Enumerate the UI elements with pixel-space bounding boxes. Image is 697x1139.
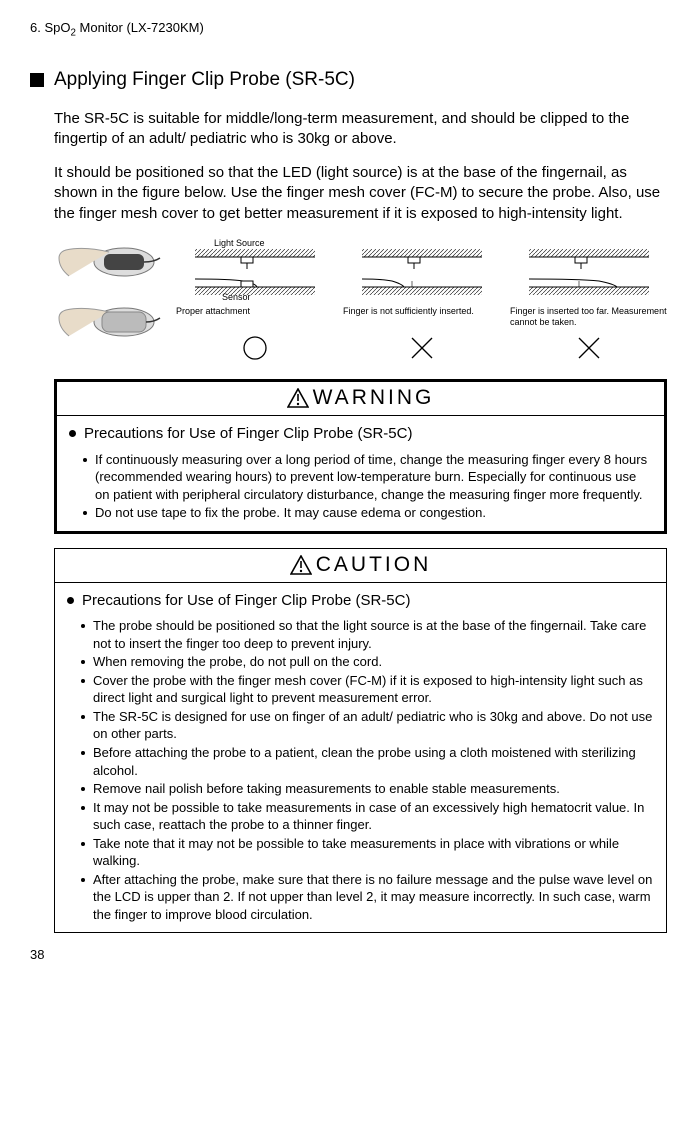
warning-item-text: Do not use tape to fix the probe. It may… <box>95 504 486 522</box>
warning-item-text: If continuously measuring over a long pe… <box>95 451 652 504</box>
caution-item-text: Cover the probe with the finger mesh cov… <box>93 672 654 707</box>
caption-too-far: Finger is inserted too far. Measurement … <box>510 306 667 328</box>
probe-photo-1 <box>54 238 164 286</box>
page: 6. SpO2 Monitor (LX-7230KM) Applying Fin… <box>0 0 697 982</box>
diagram-proper <box>185 249 325 295</box>
tiny-dot-icon <box>81 660 85 664</box>
caution-item: It may not be possible to take measureme… <box>81 799 654 834</box>
caution-box: CAUTION Precautions for Use of Finger Cl… <box>54 548 667 934</box>
caution-item: The SR-5C is designed for use on finger … <box>81 708 654 743</box>
caution-triangle-icon <box>290 555 312 575</box>
marker-row <box>176 335 667 361</box>
caution-item-text: Take note that it may not be possible to… <box>93 835 654 870</box>
warning-item: If continuously measuring over a long pe… <box>83 451 652 504</box>
caution-title: CAUTION <box>316 553 432 577</box>
caution-title-row: CAUTION <box>55 549 666 583</box>
warning-triangle-icon <box>287 388 309 408</box>
caution-item-text: When removing the probe, do not pull on … <box>93 653 382 671</box>
caution-item: Before attaching the probe to a patient,… <box>81 744 654 779</box>
caution-item-text: It may not be possible to take measureme… <box>93 799 654 834</box>
warning-body: Precautions for Use of Finger Clip Probe… <box>57 416 664 530</box>
ok-mark-icon <box>242 335 268 361</box>
warning-title-row: WARNING <box>57 382 664 416</box>
probe-photos <box>54 238 164 346</box>
chapter-prefix: 6. SpO <box>30 20 70 35</box>
warning-item: Do not use tape to fix the probe. It may… <box>83 504 652 522</box>
caution-item: When removing the probe, do not pull on … <box>81 653 654 671</box>
warning-title: WARNING <box>313 386 435 410</box>
tiny-dot-icon <box>83 511 87 515</box>
paragraph-2: It should be positioned so that the LED … <box>54 163 667 224</box>
caution-item-text: After attaching the probe, make sure tha… <box>93 871 654 924</box>
bullet-dot-icon <box>67 597 74 604</box>
tiny-dot-icon <box>81 751 85 755</box>
caution-item-text: Before attaching the probe to a patient,… <box>93 744 654 779</box>
tiny-dot-icon <box>81 806 85 810</box>
figure-row: Light Source <box>54 238 667 362</box>
chapter-header: 6. SpO2 Monitor (LX-7230KM) <box>30 20 667 39</box>
caution-item: The probe should be positioned so that t… <box>81 617 654 652</box>
page-number: 38 <box>30 947 667 962</box>
warning-box: WARNING Precautions for Use of Finger Cl… <box>54 379 667 533</box>
warning-lead: Precautions for Use of Finger Clip Probe… <box>69 424 652 444</box>
ng-mark-icon <box>409 335 435 361</box>
diagram-captions: Proper attachment Finger is not sufficie… <box>176 306 667 328</box>
probe-photo-2 <box>54 298 164 346</box>
tiny-dot-icon <box>81 787 85 791</box>
caution-lead-text: Precautions for Use of Finger Clip Probe… <box>82 591 410 611</box>
caution-item-text: The probe should be positioned so that t… <box>93 617 654 652</box>
paragraph-1: The SR-5C is suitable for middle/long-te… <box>54 109 667 150</box>
square-bullet-icon <box>30 73 44 87</box>
light-source-label: Light Source <box>214 238 667 248</box>
caution-item-text: The SR-5C is designed for use on finger … <box>93 708 654 743</box>
caution-item-text: Remove nail polish before taking measure… <box>93 780 560 798</box>
caution-lead: Precautions for Use of Finger Clip Probe… <box>67 591 654 611</box>
caption-proper: Proper attachment <box>176 306 333 328</box>
chapter-model: Monitor (LX-7230KM) <box>76 20 204 35</box>
tiny-dot-icon <box>81 624 85 628</box>
tiny-dot-icon <box>81 878 85 882</box>
tiny-dot-icon <box>81 715 85 719</box>
warning-lead-text: Precautions for Use of Finger Clip Probe… <box>84 424 412 444</box>
ng-mark-icon-2 <box>576 335 602 361</box>
diagram-block: Light Source <box>176 238 667 362</box>
caution-item: Remove nail polish before taking measure… <box>81 780 654 798</box>
tiny-dot-icon <box>83 458 87 462</box>
bullet-dot-icon <box>69 430 76 437</box>
caution-item: Cover the probe with the finger mesh cov… <box>81 672 654 707</box>
diagram-svg-row <box>176 249 667 295</box>
caption-not-enough: Finger is not sufficiently inserted. <box>343 306 500 328</box>
diagram-too-far <box>519 249 659 295</box>
section-title: Applying Finger Clip Probe (SR-5C) <box>30 69 667 91</box>
tiny-dot-icon <box>81 679 85 683</box>
sensor-label: Sensor <box>222 292 667 302</box>
diagram-not-enough <box>352 249 492 295</box>
caution-body: Precautions for Use of Finger Clip Probe… <box>55 583 666 933</box>
caution-item: After attaching the probe, make sure tha… <box>81 871 654 924</box>
caution-item: Take note that it may not be possible to… <box>81 835 654 870</box>
tiny-dot-icon <box>81 842 85 846</box>
section-title-text: Applying Finger Clip Probe (SR-5C) <box>54 69 355 91</box>
